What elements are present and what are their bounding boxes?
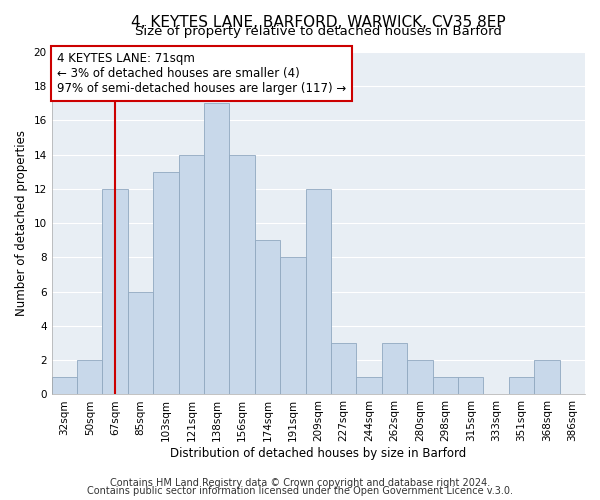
Bar [458,378,484,394]
Bar [179,154,204,394]
Bar [204,104,229,395]
Bar [153,172,179,394]
Bar [407,360,433,394]
Text: Contains public sector information licensed under the Open Government Licence v.: Contains public sector information licen… [87,486,513,496]
Bar [509,378,534,394]
Bar [103,189,128,394]
Bar [77,360,103,394]
Bar [305,189,331,394]
Bar [280,258,305,394]
Text: 4 KEYTES LANE: 71sqm
← 3% of detached houses are smaller (4)
97% of semi-detache: 4 KEYTES LANE: 71sqm ← 3% of detached ho… [57,52,346,95]
Title: 4, KEYTES LANE, BARFORD, WARWICK, CV35 8EP: 4, KEYTES LANE, BARFORD, WARWICK, CV35 8… [131,15,506,30]
Bar [534,360,560,394]
X-axis label: Distribution of detached houses by size in Barford: Distribution of detached houses by size … [170,447,466,460]
Bar [52,378,77,394]
Bar [128,292,153,395]
Text: Size of property relative to detached houses in Barford: Size of property relative to detached ho… [135,26,502,38]
Text: Contains HM Land Registry data © Crown copyright and database right 2024.: Contains HM Land Registry data © Crown c… [110,478,490,488]
Bar [433,378,458,394]
Bar [229,154,255,394]
Bar [382,343,407,394]
Bar [356,378,382,394]
Y-axis label: Number of detached properties: Number of detached properties [15,130,28,316]
Bar [255,240,280,394]
Bar [331,343,356,394]
